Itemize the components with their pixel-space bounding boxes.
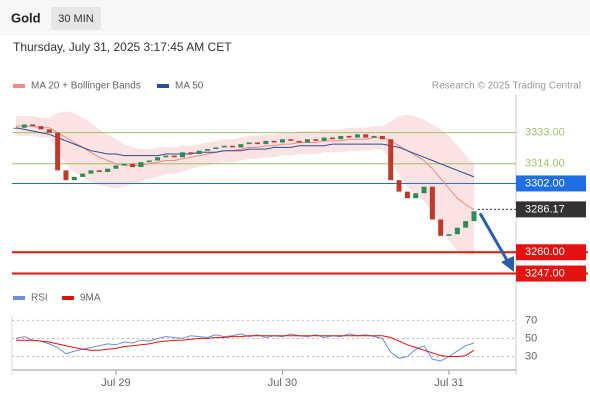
price-label: 3333.00 (525, 127, 565, 139)
price-box (516, 175, 586, 192)
source: Research © 2025 Trading Central (432, 81, 581, 92)
forecast-arrow (478, 212, 510, 263)
legend-label: 9MA (80, 293, 101, 304)
candle (105, 168, 111, 172)
legend-swatch (62, 296, 74, 300)
candle (163, 155, 169, 158)
candle (446, 234, 452, 236)
timeframe-box (51, 7, 101, 30)
legend-swatch (157, 84, 169, 88)
candle (304, 139, 310, 143)
candle (238, 144, 244, 148)
candle (130, 163, 136, 168)
x-tick-label: Jul 29 (101, 377, 130, 389)
price-label: 3286.17 (525, 203, 565, 215)
candle (205, 149, 211, 151)
y-tick-label: 70 (525, 314, 537, 326)
candle (213, 147, 219, 150)
candle (63, 170, 69, 181)
candle (379, 135, 385, 140)
candle (438, 219, 444, 236)
candle (38, 126, 44, 130)
x-tick-label: Jul 31 (434, 377, 463, 389)
ma20-line (16, 125, 475, 211)
price-box (516, 244, 586, 261)
rsi-line (16, 335, 475, 357)
candle (55, 132, 61, 171)
candle (96, 170, 102, 172)
candle (396, 180, 402, 192)
candle (388, 139, 394, 181)
candle (246, 142, 252, 145)
candle (321, 137, 327, 141)
candle (271, 140, 277, 143)
candle (263, 140, 269, 145)
price-label: 3247.00 (525, 267, 565, 279)
legend-label: MA 50 (175, 81, 204, 92)
candle (230, 145, 236, 148)
price-label: 3302.00 (525, 177, 565, 189)
candle (413, 193, 419, 199)
price-box (516, 265, 586, 282)
candle (254, 142, 260, 145)
candle (338, 135, 344, 140)
candle (80, 173, 86, 177)
rsi-line (15, 333, 475, 362)
candle (88, 170, 94, 174)
legend-swatch (13, 296, 25, 300)
candle (46, 129, 52, 133)
candle (180, 152, 186, 158)
candle (371, 135, 377, 138)
candle (221, 145, 227, 148)
y-tick-label: 30 (525, 350, 537, 362)
y-tick-label: 50 (525, 332, 537, 344)
candle (471, 211, 477, 222)
candle (30, 124, 36, 127)
candle (121, 163, 127, 166)
x-tick-label: Jul 30 (268, 377, 297, 389)
candle (421, 186, 427, 194)
price-label: 3260.00 (525, 246, 565, 258)
timeframe: 30 MIN (58, 13, 94, 25)
candle (288, 139, 294, 141)
candle (13, 127, 19, 129)
chart-title: Gold (11, 10, 41, 25)
price-box (516, 201, 586, 218)
legend-label: RSI (31, 293, 48, 304)
candle (429, 186, 435, 220)
bollinger-band (16, 111, 474, 256)
forecast-arrowhead (501, 256, 514, 272)
candle (138, 162, 144, 168)
candle (155, 157, 161, 161)
candle (113, 165, 119, 169)
candle (71, 176, 77, 181)
candle (454, 227, 460, 235)
candle (196, 150, 202, 154)
candle (146, 160, 152, 163)
ma50-line (15, 127, 475, 178)
legend-swatch (13, 84, 25, 88)
candle (171, 155, 177, 158)
candle (363, 134, 369, 138)
candle (21, 124, 27, 128)
candle (404, 191, 410, 199)
legend-label: MA 20 + Bollinger Bands (31, 81, 141, 92)
candle (188, 152, 194, 154)
price-label: 3314.00 (525, 158, 565, 170)
candle (346, 135, 352, 138)
candle (296, 140, 302, 143)
candle (463, 221, 469, 228)
candle (313, 139, 319, 141)
candle (354, 134, 360, 138)
timestamp: Thursday, July 31, 2025 3:17:45 AM CET (13, 40, 232, 54)
candle (279, 139, 285, 143)
candle (329, 137, 335, 140)
